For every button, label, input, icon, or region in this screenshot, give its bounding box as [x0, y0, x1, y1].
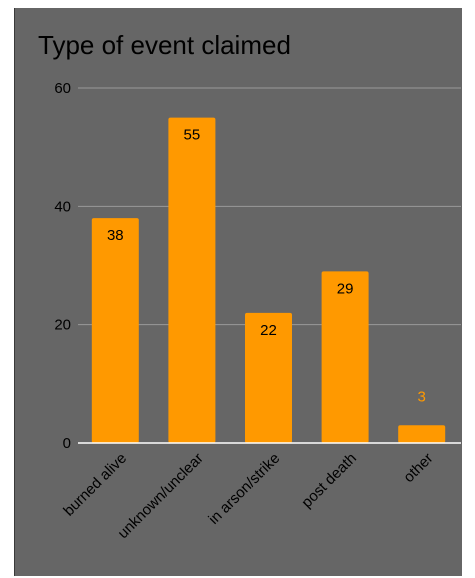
x-category-label: other — [400, 450, 436, 486]
bar — [321, 271, 369, 443]
x-category-label: unknown/unclear — [115, 450, 207, 542]
y-tick-label: 20 — [54, 317, 71, 334]
y-tick-label: 0 — [63, 435, 71, 452]
bar-value-label: 3 — [418, 388, 426, 405]
bar-value-label: 22 — [260, 322, 277, 339]
chart-title: Type of event claimed — [38, 30, 291, 60]
y-tick-label: 60 — [54, 80, 71, 97]
x-category-label: burned alive — [60, 450, 130, 520]
x-category-label: in arson/strike — [205, 450, 283, 528]
bar-value-label: 55 — [184, 127, 201, 144]
y-tick-label: 40 — [54, 198, 71, 215]
x-category-label: post death — [298, 450, 360, 512]
chart-container: Type of event claimed 0 20 40 60 38 burned al… — [14, 8, 462, 576]
bar — [245, 312, 292, 443]
bar — [91, 218, 139, 443]
bar — [168, 117, 216, 443]
bar-value-label: 29 — [337, 280, 354, 297]
bar-value-label: 38 — [107, 227, 124, 244]
bar — [398, 425, 446, 443]
bar-chart: 0 20 40 60 38 burned alive 55 unknown/unclear 22… — [54, 80, 461, 542]
